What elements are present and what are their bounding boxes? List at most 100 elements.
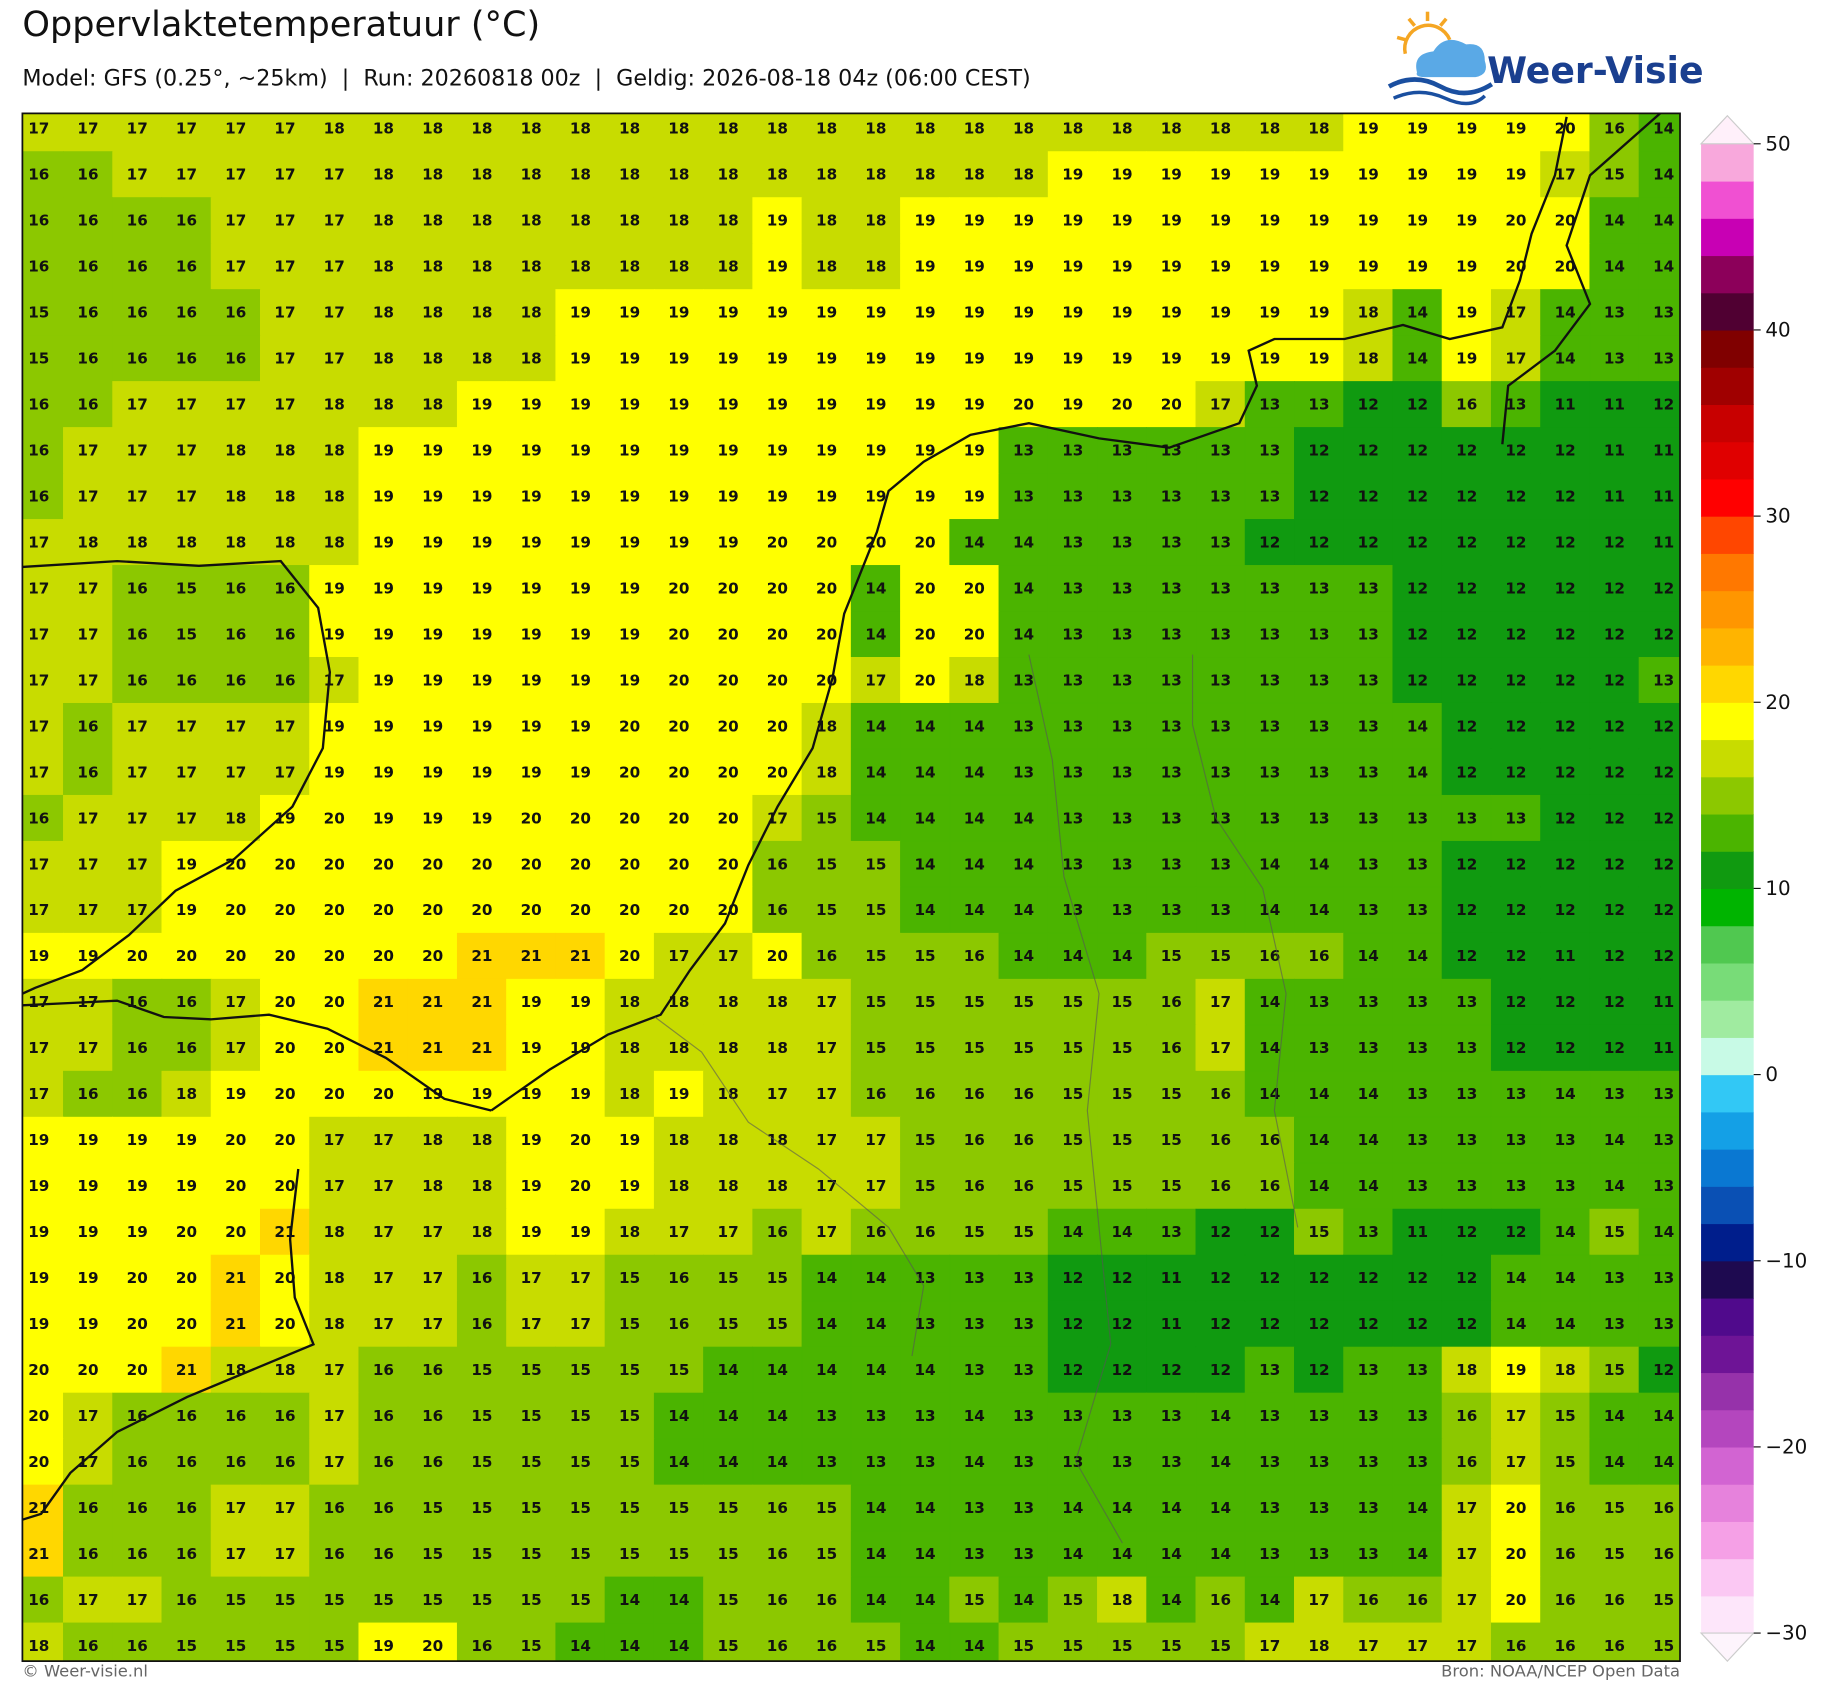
temperature-cell [604, 1346, 655, 1394]
temperature-label: 19 [915, 487, 936, 505]
temperature-label: 20 [570, 1131, 591, 1149]
temperature-label: 14 [1013, 625, 1034, 643]
temperature-label: 19 [1111, 349, 1132, 367]
temperature-label: 15 [1062, 993, 1083, 1011]
temperature-label: 18 [1259, 120, 1280, 138]
temperature-cell [998, 1162, 1049, 1210]
temperature-cell [1146, 1622, 1197, 1662]
logo-text: Weer-Visie [1487, 49, 1703, 92]
temperature-label: 17 [225, 717, 246, 735]
temperature-label: 18 [619, 120, 640, 138]
temperature-cell [900, 794, 951, 842]
temperature-label: 15 [1111, 1039, 1132, 1057]
temperature-cell [506, 197, 557, 244]
temperature-label: 19 [471, 441, 492, 459]
temperature-cell [1047, 243, 1098, 290]
temperature-label: 18 [521, 258, 542, 276]
temperature-cell [555, 565, 606, 612]
temperature-label: 15 [619, 1499, 640, 1517]
temperature-label: 13 [1259, 487, 1280, 505]
temperature-cell [1490, 151, 1541, 198]
temperature-cell [1441, 1162, 1492, 1210]
temperature-cell [555, 289, 606, 336]
temperature-cell [703, 1116, 754, 1164]
temperature-label: 21 [422, 993, 443, 1011]
temperature-cell [752, 611, 803, 658]
temperature-cell [1589, 886, 1640, 934]
temperature-label: 19 [915, 395, 936, 413]
temperature-cell [506, 978, 557, 1026]
temperature-cell [309, 1208, 360, 1256]
temperature-label: 15 [865, 993, 886, 1011]
temperature-cell [1146, 1162, 1197, 1210]
temperature-cell [1589, 611, 1640, 658]
temperature-cell [1343, 748, 1394, 796]
temperature-label: 16 [1161, 993, 1182, 1011]
temperature-cell [1343, 113, 1394, 152]
temperature-label: 12 [1308, 533, 1329, 551]
temperature-label: 18 [964, 671, 985, 689]
temperature-label: 14 [1259, 1591, 1280, 1609]
temperature-cell [1441, 702, 1492, 750]
temperature-cell [1195, 1346, 1246, 1394]
temperature-cell [407, 113, 458, 152]
temperature-label: 13 [1308, 395, 1329, 413]
temperature-cell [604, 1576, 655, 1624]
temperature-label: 13 [1653, 304, 1674, 322]
temperature-cell [1638, 197, 1681, 244]
temperature-label: 19 [1259, 304, 1280, 322]
temperature-cell [1638, 113, 1681, 152]
temperature-label: 17 [816, 1039, 837, 1057]
temperature-label: 19 [1407, 166, 1428, 184]
temperature-cell [653, 565, 704, 612]
temperature-cell [358, 381, 409, 428]
temperature-cell [1589, 1622, 1640, 1662]
temperature-label: 19 [521, 533, 542, 551]
temperature-label: 17 [422, 1315, 443, 1333]
temperature-cell [112, 1484, 163, 1532]
temperature-label: 17 [28, 855, 49, 873]
temperature-cell [161, 1622, 212, 1662]
temperature-label: 19 [521, 1223, 542, 1241]
temperature-label: 15 [471, 1407, 492, 1425]
temperature-cell [210, 113, 261, 152]
temperature-cell [1441, 1576, 1492, 1624]
temperature-label: 18 [718, 1177, 739, 1195]
temperature-label: 18 [1308, 1637, 1329, 1655]
temperature-label: 13 [964, 1361, 985, 1379]
colorbar-tick-label: 40 [1765, 318, 1790, 341]
temperature-label: 19 [373, 625, 394, 643]
temperature-label: 16 [225, 304, 246, 322]
temperature-label: 15 [1062, 1085, 1083, 1103]
temperature-cell [1638, 1254, 1681, 1302]
temperature-cell [555, 1622, 606, 1662]
temperature-label: 13 [1062, 625, 1083, 643]
temperature-label: 14 [1604, 1177, 1625, 1195]
temperature-label: 20 [1505, 212, 1526, 230]
temperature-cell [1146, 1392, 1197, 1440]
temperature-cell [900, 565, 951, 612]
colorbar-band [1701, 1409, 1754, 1448]
temperature-label: 15 [668, 1361, 689, 1379]
temperature-label: 13 [1161, 1453, 1182, 1471]
temperature-label: 15 [964, 993, 985, 1011]
temperature-cell [407, 1438, 458, 1486]
temperature-cell [210, 1576, 261, 1624]
temperature-cell [1490, 1116, 1541, 1164]
temperature-label: 20 [1505, 1545, 1526, 1563]
temperature-label: 19 [816, 304, 837, 322]
temperature-label: 13 [1161, 533, 1182, 551]
temperature-label: 19 [373, 1637, 394, 1655]
temperature-cell [801, 1438, 852, 1486]
temperature-cell [1097, 289, 1147, 336]
temperature-label: 12 [1555, 671, 1576, 689]
temperature-label: 16 [373, 1361, 394, 1379]
temperature-label: 14 [915, 1591, 936, 1609]
temperature-cell [703, 335, 754, 382]
temperature-label: 19 [767, 349, 788, 367]
temperature-label: 19 [718, 487, 739, 505]
temperature-label: 12 [1555, 809, 1576, 827]
temperature-cell [900, 113, 951, 152]
temperature-label: 17 [28, 625, 49, 643]
temperature-label: 19 [471, 717, 492, 735]
